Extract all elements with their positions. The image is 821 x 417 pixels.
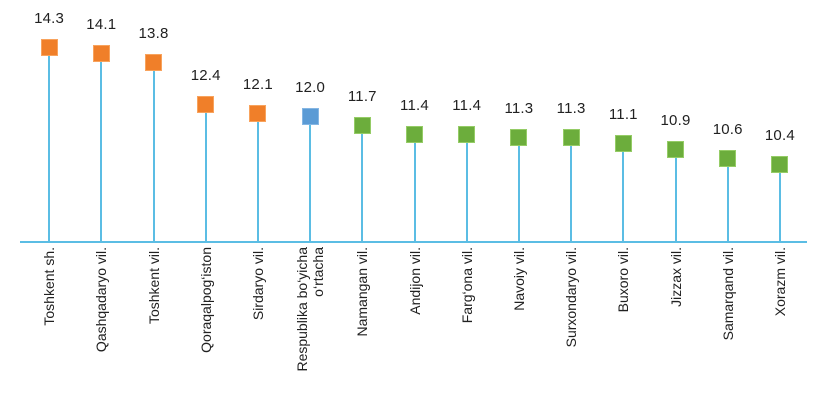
data-point-marker xyxy=(92,44,110,62)
data-point-marker xyxy=(40,38,58,56)
category-label-text: Sirdaryo vil. xyxy=(249,247,266,321)
category-label: Surxondaryo vil. xyxy=(553,247,589,417)
stem-line xyxy=(726,158,729,242)
stem-line xyxy=(517,137,520,242)
data-label: 11.4 xyxy=(452,97,482,114)
data-label: 11.3 xyxy=(556,100,586,117)
category-label: Toshkent sh. xyxy=(31,247,67,417)
category-label: Navoiy vil. xyxy=(501,247,537,417)
category-label: Samarqand vil. xyxy=(710,247,746,417)
category-label: Qashqadaryo vil. xyxy=(83,247,119,417)
stem-line xyxy=(309,116,312,242)
data-point-marker xyxy=(145,53,162,71)
data-label: 11.1 xyxy=(608,106,638,123)
data-label: 11.3 xyxy=(504,100,534,117)
stem-line xyxy=(152,62,155,242)
data-label: 11.4 xyxy=(400,97,429,114)
data-point-marker xyxy=(406,125,423,143)
data-point-marker xyxy=(458,125,476,143)
data-label: 10.4 xyxy=(764,127,795,144)
category-label: Andijon vil. xyxy=(397,247,433,417)
category-label: Toshkent vil. xyxy=(136,247,172,417)
category-label: Qoraqalpog‘iston xyxy=(188,247,224,417)
data-label: 10.6 xyxy=(712,121,743,138)
category-label-text: Namangan vil. xyxy=(354,247,371,337)
data-point-marker xyxy=(510,128,528,146)
stem-line xyxy=(465,134,468,242)
category-label-text: Toshkent sh. xyxy=(41,247,58,326)
stem-line xyxy=(778,164,781,242)
category-label-text: Toshkent vil. xyxy=(145,247,162,325)
category-label: Farg‘ona vil. xyxy=(449,247,485,417)
stem-line xyxy=(48,47,51,242)
x-axis-line xyxy=(20,241,807,243)
category-label-text: Navoiy vil. xyxy=(510,247,527,311)
stem-line xyxy=(361,125,364,242)
category-label: Namangan vil. xyxy=(344,247,380,417)
stem-line xyxy=(100,53,103,242)
stem-line xyxy=(622,143,625,242)
category-label: Respublika bo‘yicha o‘rtacha xyxy=(292,247,328,417)
data-label: 12.0 xyxy=(295,79,326,96)
category-label-text: Respublika bo‘yicha o‘rtacha xyxy=(294,247,327,372)
category-label-text: Surxondaryo vil. xyxy=(563,247,580,348)
data-point-marker xyxy=(614,134,632,152)
data-label: 12.1 xyxy=(242,76,273,93)
data-point-marker xyxy=(249,104,267,122)
category-label: Sirdaryo vil. xyxy=(240,247,276,417)
data-label: 14.3 xyxy=(34,10,65,27)
data-label: 14.1 xyxy=(86,16,117,33)
data-point-marker xyxy=(197,95,215,113)
data-point-marker xyxy=(353,116,371,134)
category-label: Buxoro vil. xyxy=(605,247,641,417)
category-label-text: Samarqand vil. xyxy=(719,247,736,341)
data-point-marker xyxy=(562,128,580,146)
data-label: 12.4 xyxy=(190,67,221,84)
stem-line xyxy=(204,104,207,242)
data-point-marker xyxy=(719,149,737,167)
data-point-marker xyxy=(771,155,789,173)
stem-line xyxy=(570,137,573,242)
category-label-text: Qashqadaryo vil. xyxy=(93,247,110,353)
category-label-text: Farg‘ona vil. xyxy=(458,247,475,324)
category-label-text: Qoraqalpog‘iston xyxy=(197,247,214,353)
data-label: 13.8 xyxy=(138,25,169,42)
data-point-marker xyxy=(301,107,319,125)
stem-line xyxy=(413,134,416,242)
category-label-text: Jizzax vil. xyxy=(667,247,684,307)
data-label: 10.9 xyxy=(660,112,691,129)
stem-line xyxy=(256,113,259,242)
category-label: Jizzax vil. xyxy=(658,247,694,417)
category-label-text: Buxoro vil. xyxy=(615,247,632,313)
category-label-text: Andijon vil. xyxy=(406,247,423,315)
category-label: Xorazm vil. xyxy=(762,247,798,417)
stem-line xyxy=(674,149,677,242)
data-point-marker xyxy=(667,140,684,158)
category-label-text: Xorazm vil. xyxy=(771,247,788,317)
data-label: 11.7 xyxy=(347,88,377,105)
